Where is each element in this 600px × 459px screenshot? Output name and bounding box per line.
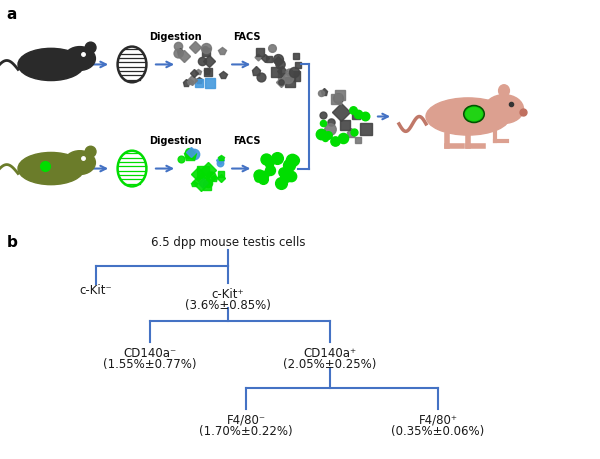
Text: (1.55%±0.77%): (1.55%±0.77%) (103, 358, 197, 371)
Text: (3.6%±0.85%): (3.6%±0.85%) (185, 299, 271, 312)
Text: Digestion: Digestion (149, 136, 202, 146)
Text: a: a (6, 7, 16, 22)
Text: 6.5 dpp mouse testis cells: 6.5 dpp mouse testis cells (151, 236, 305, 249)
Ellipse shape (18, 152, 84, 185)
Text: FACS: FACS (233, 32, 260, 42)
Ellipse shape (465, 106, 483, 122)
Ellipse shape (64, 47, 95, 70)
Text: c-Kit⁻: c-Kit⁻ (80, 284, 112, 297)
Ellipse shape (64, 151, 95, 174)
Text: (1.70%±0.22%): (1.70%±0.22%) (199, 425, 293, 438)
Text: CD140a⁺: CD140a⁺ (304, 347, 356, 360)
Text: CD140a⁻: CD140a⁻ (124, 347, 176, 360)
Text: (0.35%±0.06%): (0.35%±0.06%) (391, 425, 485, 438)
Text: b: b (7, 235, 18, 250)
Text: (2.05%±0.25%): (2.05%±0.25%) (283, 358, 377, 371)
Text: F4/80⁺: F4/80⁺ (419, 414, 458, 427)
Ellipse shape (485, 95, 523, 123)
Text: FACS: FACS (233, 136, 260, 146)
Ellipse shape (426, 98, 510, 135)
Text: Digestion: Digestion (149, 32, 202, 42)
Text: c-Kit⁺: c-Kit⁺ (212, 288, 244, 301)
Ellipse shape (85, 146, 96, 157)
Text: F4/80⁻: F4/80⁻ (226, 414, 266, 427)
Ellipse shape (18, 48, 84, 80)
Ellipse shape (85, 42, 96, 53)
Ellipse shape (499, 85, 509, 97)
